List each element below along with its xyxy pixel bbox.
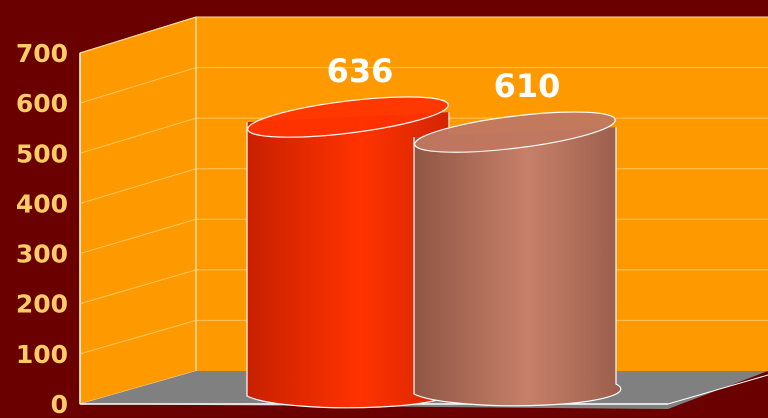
y-tick-label: 400 xyxy=(16,189,68,218)
bar-top xyxy=(414,111,616,153)
bar-body xyxy=(413,127,622,407)
y-tick-label: 0 xyxy=(51,390,68,414)
data-labels: 636 610 xyxy=(327,52,561,105)
gridline xyxy=(79,16,768,54)
side-wall xyxy=(79,16,197,405)
floor-edge xyxy=(667,374,768,405)
bar-top xyxy=(247,96,449,138)
bar-1 xyxy=(413,111,622,407)
y-tick-label: 300 xyxy=(16,240,68,269)
data-label: 610 xyxy=(494,67,561,105)
y-tick-label: 600 xyxy=(16,89,68,118)
y-axis-tick-labels: 0 100 200 300 400 500 600 700 xyxy=(16,39,68,418)
data-label: 636 xyxy=(327,52,394,90)
gridline xyxy=(79,67,768,104)
y-tick-label: 700 xyxy=(16,39,68,68)
y-tick-label: 500 xyxy=(16,139,68,168)
y-tick-label: 100 xyxy=(16,340,68,369)
y-tick-label: 200 xyxy=(16,290,68,319)
bars xyxy=(246,96,622,409)
